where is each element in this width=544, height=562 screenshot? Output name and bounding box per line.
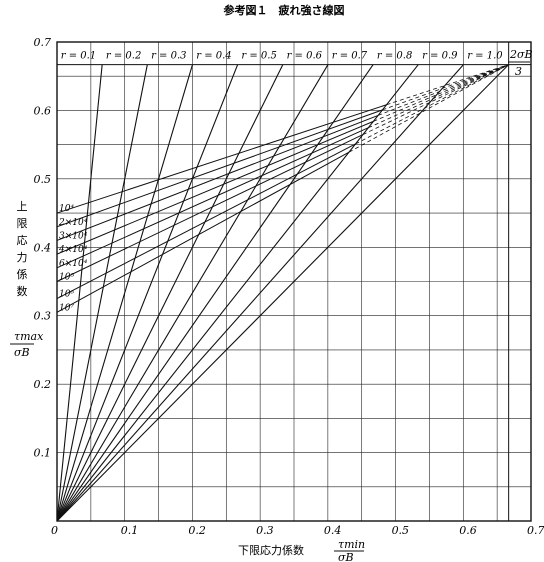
cycle-line-dashed bbox=[362, 64, 509, 135]
cycle-line-dashed bbox=[348, 64, 509, 153]
y-tick-label: 0.5 bbox=[34, 173, 52, 186]
cycle-line-dashed bbox=[382, 64, 509, 111]
cycle-label: 2×10⁴ bbox=[58, 218, 88, 228]
cycle-line-dashed bbox=[368, 64, 509, 129]
y-label-numerator: τmax bbox=[14, 330, 44, 343]
y-tick-label: 0.1 bbox=[34, 447, 52, 460]
y-tick-label: 0.2 bbox=[34, 378, 52, 391]
plot-frame bbox=[56, 41, 532, 522]
y-label-char: 係 bbox=[17, 268, 28, 281]
stress-ratio-line bbox=[56, 64, 148, 522]
stress-ratio-line bbox=[56, 64, 284, 522]
x-tick-label: 0.2 bbox=[188, 524, 206, 537]
chart-title: 参考図１ 疲れ強さ線図 bbox=[224, 3, 345, 17]
y-label-char: 応 bbox=[17, 233, 28, 247]
stress-ratio-line bbox=[56, 64, 329, 522]
x-tick-label: 0.5 bbox=[392, 524, 410, 537]
stress-ratio-line bbox=[56, 64, 374, 522]
stress-ratio-label: r = 0.8 bbox=[377, 51, 412, 62]
stress-ratio-label: r = 0.2 bbox=[106, 51, 141, 62]
y-tick-label: 0.6 bbox=[34, 104, 52, 117]
cycle-label: 10⁷ bbox=[59, 303, 74, 313]
stress-ratio-line bbox=[56, 64, 510, 522]
cycle-label: 4×10⁴ bbox=[58, 245, 88, 255]
y-label-char: 力 bbox=[17, 251, 28, 264]
x-label-numerator: τmin bbox=[338, 538, 365, 551]
stress-ratio-label: r = 0.4 bbox=[196, 51, 231, 62]
x-tick-label: 0.7 bbox=[527, 524, 544, 537]
cycle-label: 10⁶ bbox=[59, 290, 74, 300]
cycle-line-solid bbox=[56, 114, 379, 241]
x-tick-label: 0.4 bbox=[324, 524, 342, 537]
stress-ratio-label: r = 0.9 bbox=[422, 51, 458, 62]
cycle-line-solid bbox=[56, 134, 364, 282]
cycle-line-dashed bbox=[355, 64, 509, 145]
stress-ratio-line bbox=[56, 64, 464, 522]
stress-ratio-label: r = 0.7 bbox=[332, 51, 368, 62]
cycle-line-dashed bbox=[386, 64, 509, 106]
limit-label-denominator: 3 bbox=[515, 65, 522, 78]
y-label-char: 上 bbox=[17, 200, 28, 213]
x-axis-label: 下限応力係数 bbox=[238, 543, 304, 557]
lines bbox=[56, 42, 531, 522]
x-tick-label: 0.6 bbox=[459, 524, 477, 537]
stress-ratio-label: r = 0.3 bbox=[151, 51, 186, 62]
cycle-line-solid bbox=[56, 104, 387, 214]
labels: 0 0.1 0.2 0.3 0.4 0.5 0.6 0.7 0.1 0.2 0.3 0.4 0.5 0.6… bbox=[34, 36, 544, 537]
cycle-label: 6×10⁴ bbox=[59, 259, 88, 269]
stress-ratio-line bbox=[56, 64, 419, 522]
cycle-line-solid bbox=[56, 127, 369, 269]
stress-ratio-label: r = 0.5 bbox=[241, 51, 276, 62]
x-tick-label: 0 bbox=[51, 524, 58, 537]
stress-ratio-line bbox=[56, 64, 194, 522]
cycle-label: 10⁵ bbox=[59, 273, 74, 283]
stress-ratio-label: r = 0.6 bbox=[287, 51, 323, 62]
y-label-denominator: σB bbox=[14, 346, 30, 359]
cycle-line-solid bbox=[56, 143, 356, 300]
y-tick-label: 0.7 bbox=[34, 36, 52, 49]
stress-ratio-line bbox=[56, 64, 239, 522]
cycle-line-dashed bbox=[373, 64, 509, 122]
cycle-line-solid bbox=[56, 151, 350, 313]
stress-ratio-label: r = 1.0 bbox=[467, 51, 503, 62]
x-tick-label: 0.1 bbox=[121, 524, 139, 537]
limit-label-numerator: 2σB bbox=[509, 48, 533, 61]
y-label-char: 数 bbox=[17, 285, 28, 298]
stress-ratio-line bbox=[56, 64, 103, 522]
cycle-line-solid bbox=[56, 120, 374, 255]
y-tick-label: 0.3 bbox=[34, 310, 52, 323]
cycle-label: 3×10⁴ bbox=[59, 231, 88, 241]
y-label-char: 限 bbox=[17, 217, 28, 230]
cycle-line-dashed bbox=[377, 64, 509, 116]
x-tick-label: 0.3 bbox=[256, 524, 274, 537]
cycle-label: 10⁴ bbox=[59, 204, 74, 214]
cycle-line-solid bbox=[56, 109, 383, 228]
stress-ratio-label: r = 0.1 bbox=[61, 51, 96, 62]
x-label-denominator: σB bbox=[338, 551, 354, 562]
y-tick-label: 0.4 bbox=[34, 241, 52, 254]
